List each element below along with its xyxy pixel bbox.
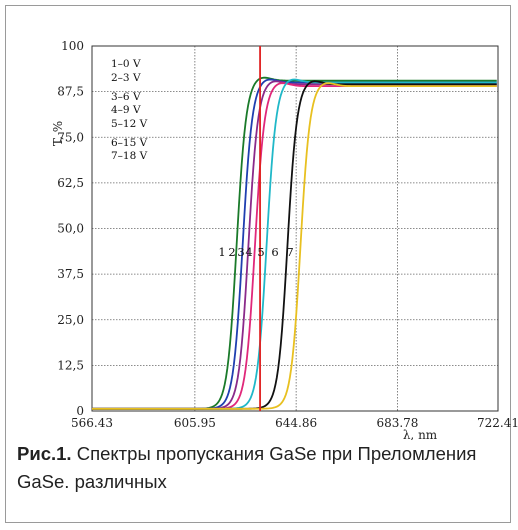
transmission-chart: 0 12,5 25,0 37,5 50,0 62,5 75,0 87,5 100 566.43 6… bbox=[51, 39, 518, 440]
x-tick-label: 683.78 bbox=[376, 416, 418, 430]
y-tick-label: 12,5 bbox=[57, 358, 84, 372]
y-tick-label: 100 bbox=[61, 39, 84, 53]
plot-border bbox=[91, 45, 499, 412]
x-tick-label: 605.95 bbox=[174, 416, 216, 430]
x-tick-labels: 566.43 605.95 644.86 683.78 722.41 bbox=[71, 416, 518, 430]
y-tick-label: 50,0 bbox=[57, 222, 84, 236]
series-line-7 bbox=[92, 82, 497, 410]
figure-caption: Рис.1. Спектры пропускания GaSe при Прел… bbox=[17, 440, 497, 496]
x-tick-label: 566.43 bbox=[71, 416, 113, 430]
y-tick-label: 37,5 bbox=[57, 267, 84, 281]
chart-axes bbox=[91, 45, 499, 412]
legend-entry: 2–3 V bbox=[111, 72, 141, 84]
legend-entry: 6–15 V bbox=[111, 137, 148, 149]
series-line-5 bbox=[92, 78, 497, 410]
y-tick-label: 75,0 bbox=[57, 130, 84, 144]
curve-number-label: 3 bbox=[237, 245, 244, 259]
curve-number-label: 4 bbox=[245, 245, 252, 259]
y-axis-label: T, % bbox=[51, 121, 65, 146]
caption-text: Спектры пропускания GaSe при Преломления… bbox=[17, 443, 477, 492]
y-tick-label: 87,5 bbox=[57, 85, 84, 99]
legend-entry: 5–12 V bbox=[111, 118, 148, 130]
series-line-2 bbox=[92, 78, 497, 410]
y-tick-labels: 0 12,5 25,0 37,5 50,0 62,5 75,0 87,5 100 bbox=[57, 39, 84, 418]
series-line-1 bbox=[92, 76, 497, 410]
x-tick-label: 644.86 bbox=[275, 416, 317, 430]
legend-entry: 4–9 V bbox=[111, 104, 141, 116]
legend-entry: 7–18 V bbox=[111, 150, 148, 162]
y-tick-label: 25,0 bbox=[57, 313, 84, 327]
legend: 1–0 V 2–3 V 3–6 V4–9 V 5–12 V 6–15 V7–18 V bbox=[111, 58, 148, 162]
y-tick-label: 62,5 bbox=[57, 176, 84, 190]
series-line-3 bbox=[92, 80, 497, 410]
x-tick-label: 722.41 bbox=[477, 416, 518, 430]
curve-number-label: 5 bbox=[257, 245, 264, 259]
series-line-6 bbox=[92, 80, 497, 410]
curve-number-label: 6 bbox=[271, 245, 278, 259]
series-curves bbox=[92, 76, 497, 410]
y-tick-label: 0 bbox=[76, 404, 84, 418]
curve-number-label: 2 bbox=[228, 245, 235, 259]
legend-entry: 3–6 V bbox=[111, 91, 141, 103]
curve-number-label: 1 bbox=[218, 245, 225, 259]
x-axis-label: λ, nm bbox=[403, 428, 438, 440]
legend-entry: 1–0 V bbox=[111, 58, 141, 70]
chart-grid bbox=[92, 46, 498, 411]
curve-number-label: 7 bbox=[286, 245, 293, 259]
caption-prefix: Рис.1. bbox=[17, 443, 72, 464]
series-line-4 bbox=[92, 82, 497, 410]
